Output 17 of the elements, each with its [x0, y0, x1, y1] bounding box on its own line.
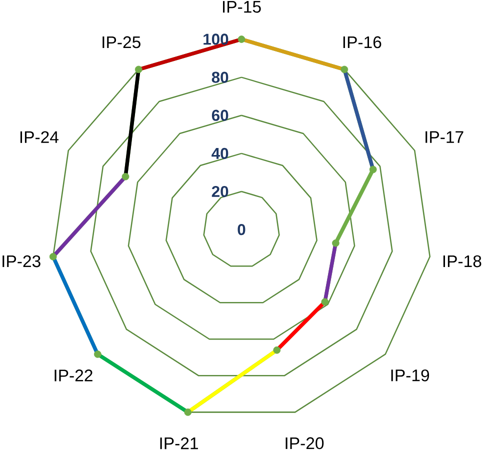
spoke-label: IP-20 — [286, 437, 324, 450]
spoke-label: IP-22 — [54, 369, 92, 382]
y-tick-label: 40 — [212, 148, 228, 159]
y-tick-label: 60 — [212, 110, 228, 121]
spoke-label: IP-19 — [391, 369, 430, 382]
spoke-label: IP-24 — [20, 131, 58, 143]
spoke-label: IP-21 — [160, 437, 198, 449]
y-tick-label: 20 — [212, 186, 228, 197]
spoke-label: IP-15 — [223, 0, 261, 13]
spoke-label: IP-17 — [426, 131, 464, 143]
spoke-label: IP-23 — [2, 255, 40, 268]
y-tick-label: 0 — [238, 224, 246, 236]
spoke-label: IP-16 — [343, 36, 382, 48]
spoke-label: IP-18 — [443, 255, 482, 268]
y-tick-label: 80 — [212, 72, 228, 83]
spoke-label: IP-25 — [102, 36, 140, 48]
y-tick-label: 100 — [204, 34, 228, 45]
